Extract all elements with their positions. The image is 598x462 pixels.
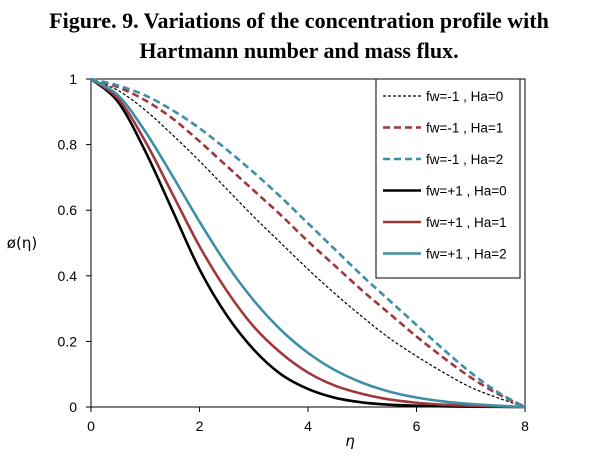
x-tick-label: 8: [521, 418, 529, 434]
y-tick-label: 0.6: [58, 202, 78, 218]
series-line-1: [90, 78, 526, 408]
chart-title-line-2: Hartmann number and mass flux.: [139, 38, 459, 63]
x-tick-label: 6: [413, 418, 421, 434]
y-tick-label: 0: [69, 399, 77, 415]
legend-label-5: fw=+1 , Ha=1: [426, 215, 507, 230]
x-tick-label: 2: [196, 418, 204, 434]
legend-label-4: fw=+1 , Ha=0: [426, 184, 507, 199]
y-axis-label: ø(η): [7, 234, 37, 252]
series-line-6: [90, 77, 526, 409]
x-axis-label: η: [345, 432, 355, 450]
legend-label-2: fw=-1 , Ha=1: [426, 121, 503, 136]
x-tick-label: 0: [87, 418, 95, 434]
chart-title-line-1: Figure. 9. Variations of the concentrati…: [49, 8, 549, 33]
legend-label-1: fw=-1 , Ha=0: [426, 89, 503, 104]
y-tick-label: 0.8: [58, 137, 78, 153]
series-line-5: [90, 77, 526, 409]
x-tick-label: 4: [304, 418, 312, 434]
y-tick-label: 1: [69, 71, 77, 87]
series-line-4: [90, 77, 526, 409]
legend-box: [375, 78, 521, 279]
chart-title: Figure. 9. Variations of the concentrati…: [0, 6, 598, 66]
y-tick-label: 0.4: [58, 268, 78, 284]
legend-label-3: fw=-1 , Ha=2: [426, 152, 503, 167]
series-line-3: [90, 77, 526, 409]
legend-label-6: fw=+1 , Ha=2: [426, 247, 507, 262]
series-line-2: [90, 77, 526, 409]
y-tick-label: 0.2: [58, 333, 78, 349]
